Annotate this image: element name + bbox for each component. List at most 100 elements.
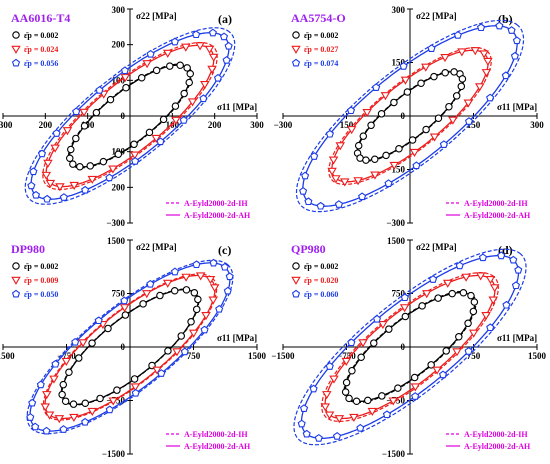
data-marker (341, 357, 352, 366)
data-marker (170, 37, 179, 46)
data-marker (172, 348, 182, 357)
panel-title: AA5754-O (291, 11, 346, 25)
data-marker (69, 413, 79, 422)
x-axis-label: σ11 [MPa] (217, 102, 257, 112)
data-marker (299, 187, 308, 195)
data-marker (427, 361, 435, 369)
data-marker (411, 392, 420, 400)
data-marker (41, 171, 52, 180)
data-marker (335, 142, 346, 151)
data-marker (45, 179, 56, 188)
data-marker (470, 47, 480, 56)
data-marker (105, 173, 114, 182)
data-marker (113, 386, 121, 394)
y-tick-label: 200 (112, 182, 126, 192)
data-marker (224, 41, 233, 50)
data-marker (108, 397, 119, 406)
data-marker (69, 160, 77, 168)
data-marker (129, 151, 140, 160)
data-marker (27, 181, 36, 190)
data-marker (194, 295, 202, 304)
data-marker (341, 388, 350, 396)
data-marker (481, 69, 492, 78)
data-marker (121, 311, 130, 319)
data-marker (215, 304, 224, 313)
data-marker (201, 312, 211, 321)
data-marker (139, 300, 147, 308)
data-marker (180, 89, 188, 98)
legend-label: ε̄p = 0.009 (24, 276, 58, 285)
data-marker (384, 179, 393, 187)
data-marker (131, 388, 140, 397)
y-tick-label: 300 (112, 5, 126, 15)
legend-marker (12, 262, 20, 270)
data-marker (316, 201, 325, 210)
data-marker (331, 175, 341, 184)
data-marker (205, 276, 216, 285)
data-marker (367, 121, 375, 130)
data-marker (130, 375, 139, 383)
data-marker (445, 102, 453, 111)
data-marker (75, 354, 83, 362)
ih-curve (295, 19, 525, 213)
data-marker (49, 375, 59, 384)
data-marker (377, 110, 386, 118)
data-marker (297, 419, 306, 428)
data-marker (421, 63, 431, 72)
data-marker (461, 273, 471, 282)
data-marker (69, 181, 79, 191)
data-marker (314, 434, 323, 442)
data-marker (106, 95, 115, 104)
legend-marker (291, 276, 301, 285)
x-tick-label: 200 (208, 120, 222, 130)
data-marker (192, 30, 201, 39)
data-marker (37, 149, 47, 158)
data-marker (371, 155, 379, 163)
data-marker (29, 167, 38, 176)
legend-marker (11, 276, 21, 285)
y-axis-label: σ22 [MPa] (416, 242, 457, 252)
data-marker (99, 157, 108, 166)
data-marker (81, 399, 90, 407)
data-marker (512, 36, 521, 45)
data-marker (65, 368, 73, 376)
y-tick-label: −1500 (382, 449, 406, 459)
y-tick-label: 0 (121, 111, 126, 121)
data-marker (52, 129, 61, 137)
data-marker (145, 128, 154, 137)
data-marker (304, 197, 313, 206)
data-marker (130, 140, 138, 149)
data-marker (475, 272, 486, 281)
data-marker (495, 21, 504, 30)
data-marker (182, 286, 191, 294)
data-marker (427, 44, 436, 52)
data-marker (345, 394, 353, 403)
data-marker (120, 296, 129, 305)
data-marker (310, 152, 319, 160)
data-marker (453, 31, 462, 39)
data-marker (450, 68, 458, 76)
data-marker (219, 32, 229, 41)
model-legend-label: A-Eyld2000-2d-IH (184, 199, 248, 208)
legend-label: ε̄p = 0.056 (24, 59, 58, 68)
data-marker (71, 337, 80, 346)
data-marker (464, 319, 472, 328)
data-marker (418, 302, 426, 310)
data-marker (332, 432, 342, 440)
data-marker (412, 161, 421, 170)
data-marker (171, 102, 180, 110)
data-marker (511, 281, 521, 290)
data-marker (439, 140, 448, 148)
data-marker (62, 127, 73, 136)
x-tick-label: 150 (340, 120, 354, 130)
legend-marker (12, 31, 20, 39)
data-marker (31, 422, 40, 431)
model-legend-label: A-Eyld2000-2d-AH (184, 442, 251, 451)
panel-tag: (c) (218, 243, 231, 257)
model-legend-label: A-Eyld2000-2d-IH (464, 199, 528, 208)
model-legend-label: A-Eyld2000-2d-AH (464, 442, 531, 451)
data-marker (349, 413, 359, 422)
data-marker (179, 116, 188, 124)
x-tick-label: −1500 (0, 351, 15, 361)
